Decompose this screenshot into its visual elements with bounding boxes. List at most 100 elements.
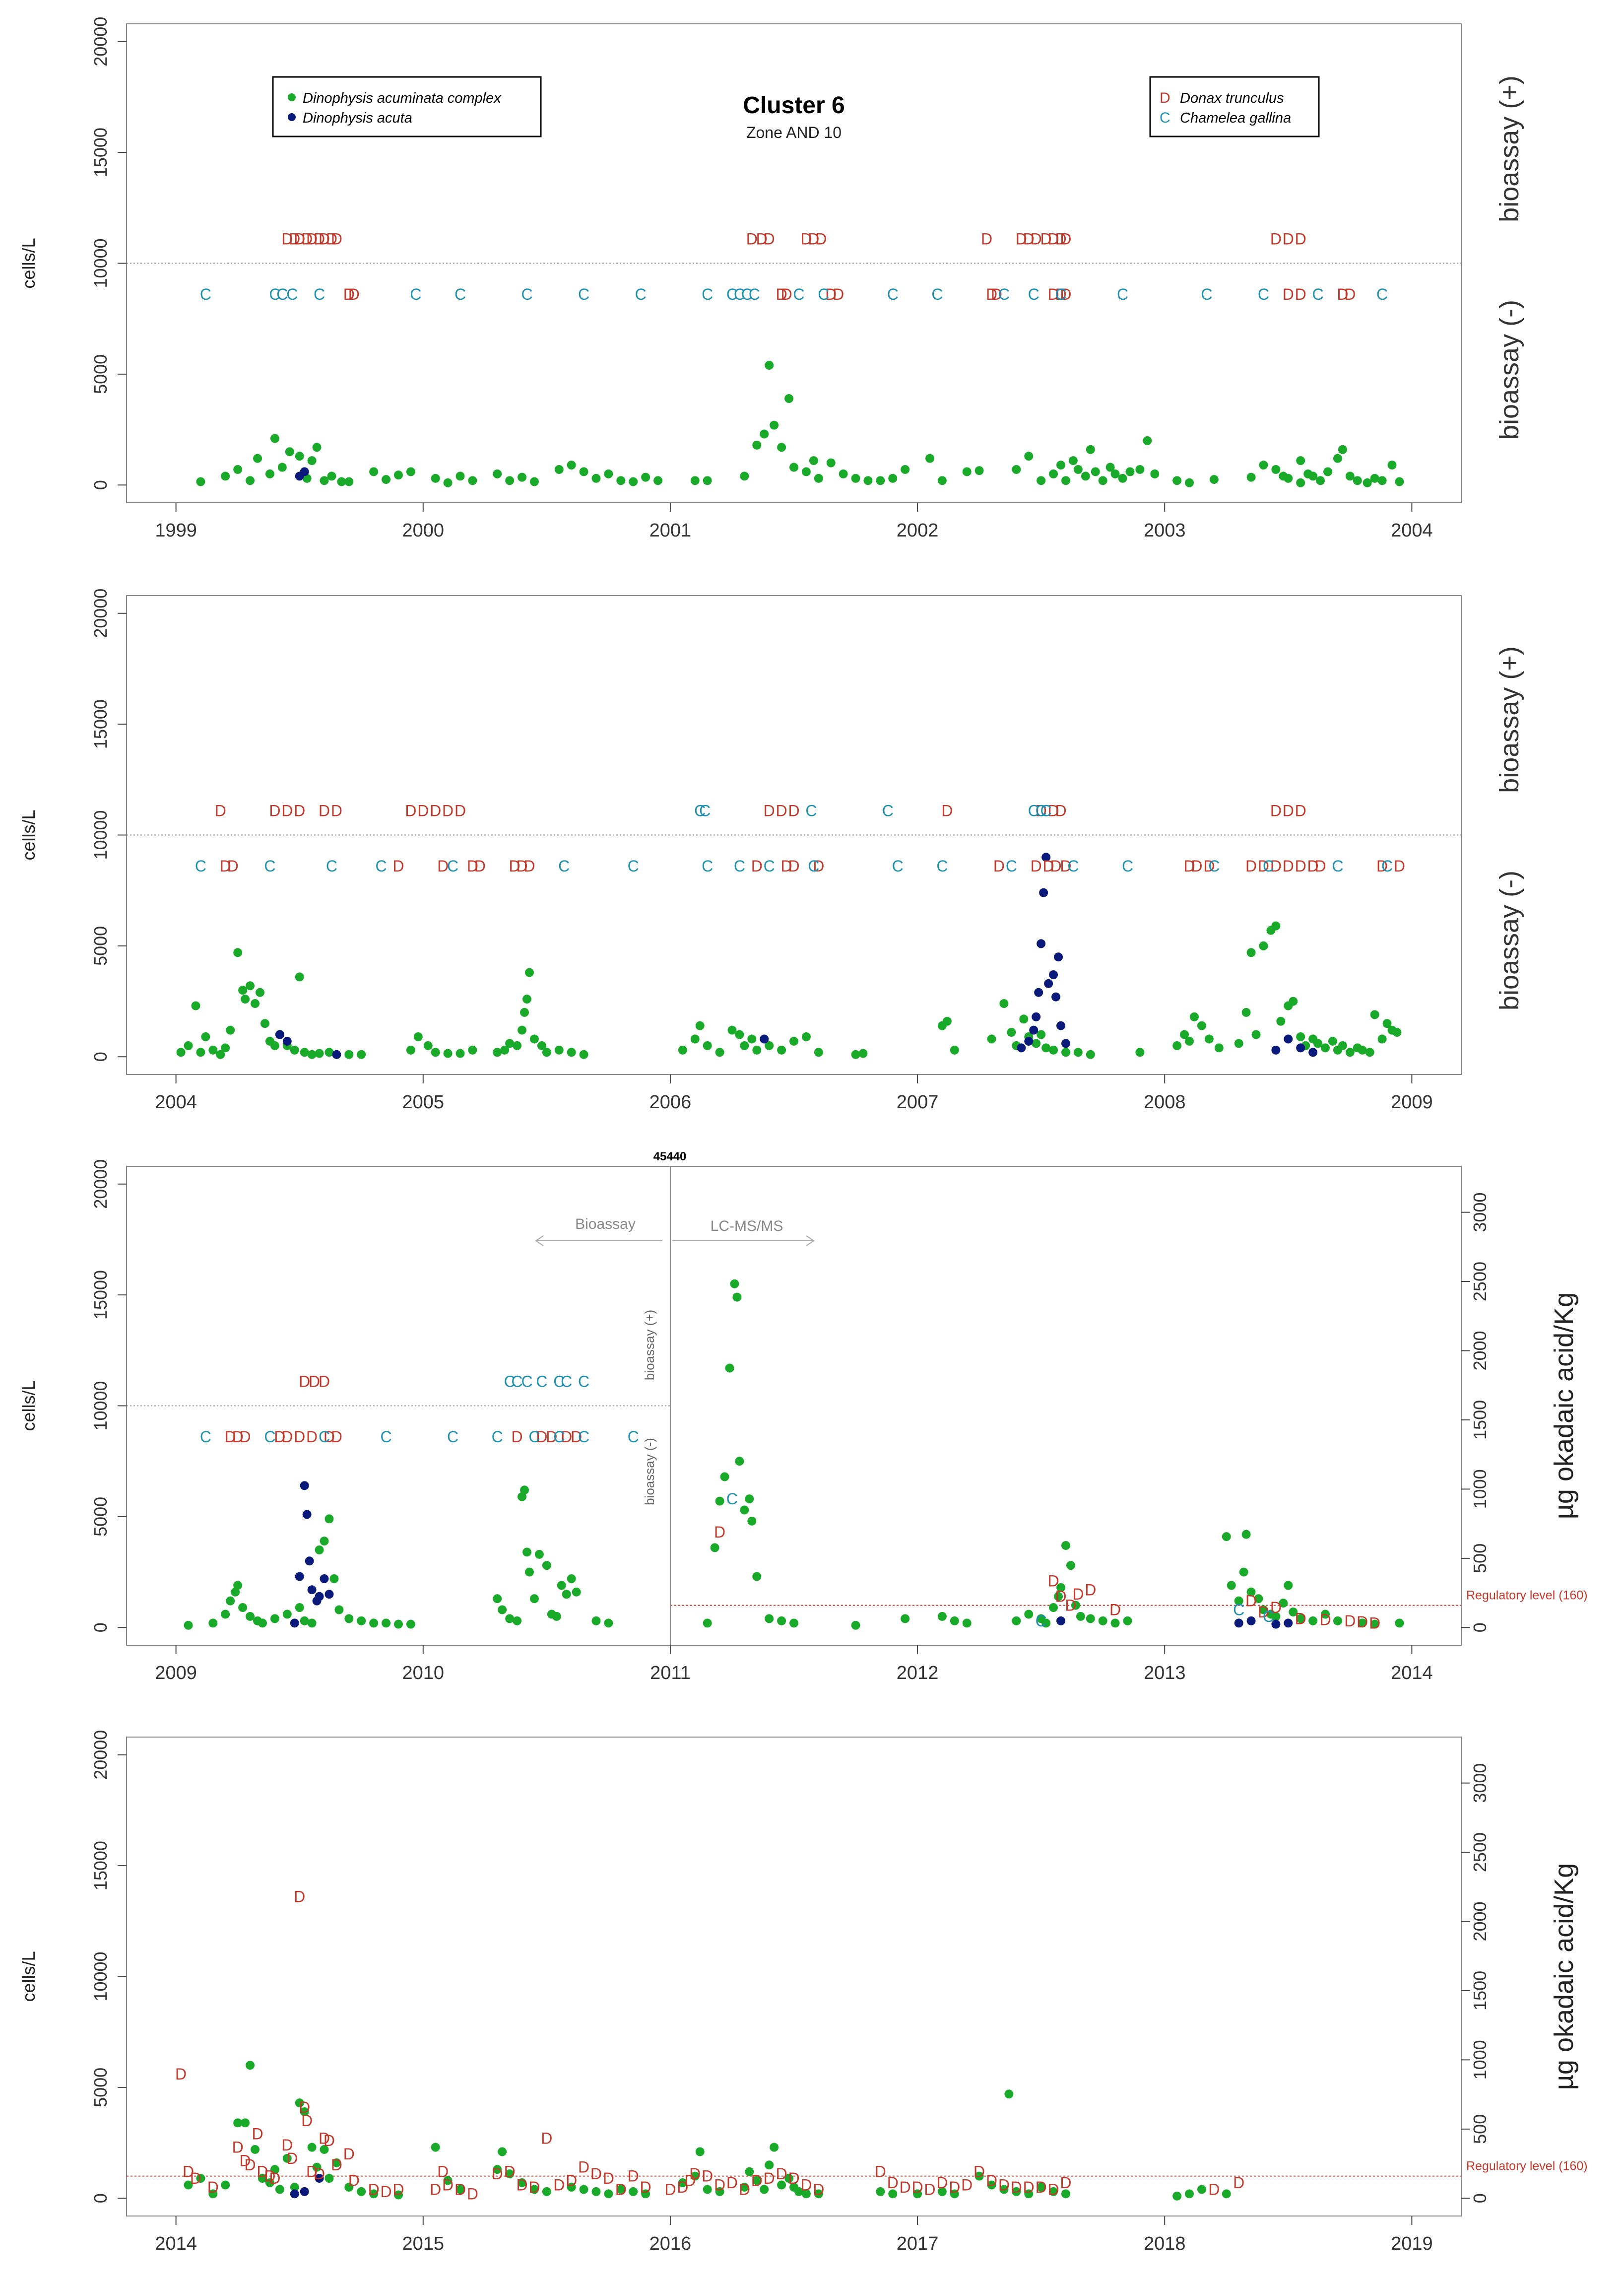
point-chamelea: C	[741, 285, 753, 303]
inner-bioassay-neg-label: bioassay (-)	[642, 1438, 657, 1505]
point-chamelea: C	[635, 285, 647, 303]
point-donax: D	[993, 857, 1005, 875]
point-acuminata	[715, 2187, 724, 2196]
x-tick-label: 2016	[650, 2233, 692, 2254]
point-donax: D	[442, 2176, 454, 2194]
point-donax: D	[900, 2178, 911, 2196]
point-acuminata	[1135, 1048, 1145, 1057]
point-acuta	[1017, 1043, 1026, 1053]
y2-tick-label: 3000	[1470, 1763, 1490, 1803]
point-donax: D	[281, 230, 293, 248]
point-acuminata	[974, 2171, 984, 2181]
point-acuminata	[1246, 948, 1256, 957]
point-acuminata	[1279, 471, 1288, 481]
point-acuminata	[1086, 445, 1095, 454]
point-chamelea: C	[1122, 857, 1133, 875]
point-donax: D	[301, 230, 313, 248]
point-acuminata	[393, 470, 403, 480]
point-acuminata	[1395, 477, 1404, 486]
point-acuminata	[184, 2180, 193, 2190]
point-acuminata	[1251, 1030, 1261, 1039]
legend-species-box	[272, 76, 542, 137]
point-acuminata	[1049, 469, 1058, 478]
point-acuminata	[191, 1001, 200, 1010]
point-acuminata	[720, 1472, 729, 1481]
x-tick-label: 2009	[155, 1663, 197, 1683]
point-donax: D	[437, 2163, 449, 2181]
point-donax: D	[974, 2163, 985, 2181]
point-donax: D	[220, 857, 231, 875]
series-acuta	[290, 1481, 1293, 1629]
point-chamelea: C	[1258, 285, 1269, 303]
legend-chamelea-symbol: C	[1160, 110, 1170, 126]
point-donax: D	[788, 802, 799, 819]
x-tick-label: 2004	[1391, 520, 1433, 541]
point-donax: D	[319, 802, 330, 819]
point-chamelea: C	[1201, 285, 1212, 303]
point-donax: D	[455, 802, 466, 819]
point-acuminata	[1382, 1019, 1392, 1028]
point-donax: D	[546, 1428, 557, 1446]
point-acuminata	[1395, 1618, 1404, 1628]
point-donax: D	[1270, 802, 1282, 819]
point-acuminata	[300, 1616, 309, 1625]
point-chamelea: C	[628, 857, 639, 875]
point-acuta	[1034, 988, 1043, 997]
point-acuta	[307, 1585, 317, 1595]
point-donax: D	[825, 285, 837, 303]
point-chamelea: C	[1312, 285, 1324, 303]
x-tick-label: 2014	[155, 2233, 197, 2254]
point-acuminata	[1061, 2189, 1070, 2199]
point-donax: D	[269, 802, 280, 819]
point-acuminata	[1071, 1601, 1080, 1610]
point-acuminata	[337, 477, 346, 486]
point-acuminata	[1185, 2189, 1194, 2199]
point-donax: D	[561, 1428, 572, 1446]
legend-bivalves-box	[1149, 76, 1320, 137]
point-acuminata	[325, 2174, 334, 2183]
point-acuta	[290, 2189, 299, 2199]
point-chamelea: C	[561, 1372, 572, 1390]
point-acuminata	[1276, 1016, 1286, 1026]
point-acuminata	[443, 478, 453, 487]
point-donax: D	[1036, 802, 1047, 819]
point-acuminata	[285, 447, 294, 457]
point-donax: D	[1055, 802, 1066, 819]
point-chamelea: C	[694, 802, 706, 819]
series-acuminata	[184, 1279, 1404, 1630]
point-acuminata	[524, 1567, 534, 1577]
point-donax: D	[309, 1372, 320, 1390]
point-acuminata	[1209, 475, 1219, 484]
point-donax: D	[1048, 230, 1059, 248]
point-acuminata	[1313, 1039, 1323, 1048]
point-donax: D	[1295, 230, 1306, 248]
point-donax: D	[1031, 857, 1042, 875]
point-donax: D	[455, 2180, 466, 2198]
point-donax: D	[1023, 230, 1035, 248]
point-acuminata	[703, 476, 712, 485]
point-chamelea: C	[702, 857, 713, 875]
point-acuminata	[1271, 1612, 1281, 1621]
point-acuminata	[760, 2185, 769, 2194]
point-acuta	[1271, 1619, 1281, 1629]
y-axis-label: cells/L	[18, 238, 39, 288]
legend-acuminata-label: Dinophysis acuminata complex	[303, 90, 502, 106]
point-acuta	[1246, 1616, 1256, 1625]
point-donax: D	[528, 2178, 540, 2196]
point-acuminata	[265, 2178, 274, 2187]
point-donax: D	[240, 1428, 251, 1446]
panel3-annotations: 45440 Bioassay LC-MS/MS bioassay (+) bio…	[535, 1150, 815, 1505]
point-acuminata	[925, 454, 934, 463]
point-acuminata	[221, 471, 230, 481]
point-acuminata	[282, 1610, 292, 1619]
point-chamelea: C	[998, 285, 1010, 303]
point-acuminata	[1241, 1530, 1251, 1539]
point-donax: D	[319, 230, 330, 248]
overflow-value-label: 45440	[653, 1150, 687, 1163]
point-acuminata	[1041, 1618, 1051, 1628]
point-acuta	[300, 467, 309, 476]
point-acuta	[302, 1510, 312, 1519]
point-acuminata	[747, 1034, 757, 1044]
point-acuminata	[814, 473, 823, 483]
